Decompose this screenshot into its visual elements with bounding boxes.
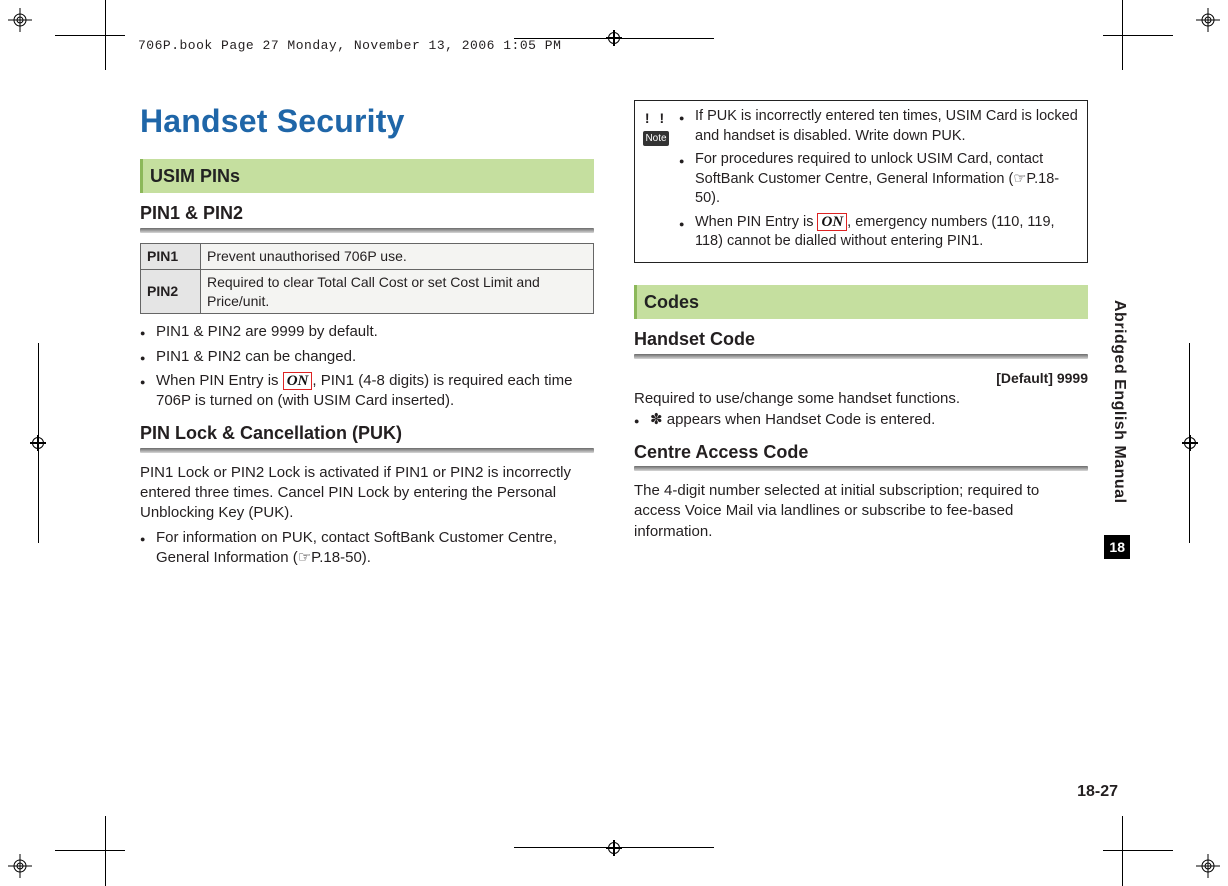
pin-val: Required to clear Total Call Cost or set… — [201, 269, 594, 314]
list-item: ✽ appears when Handset Code is entered. — [634, 410, 1088, 430]
chapter-number: 18 — [1104, 535, 1130, 559]
subheading-puk: PIN Lock & Cancellation (PUK) — [140, 421, 594, 445]
on-badge: ON — [283, 372, 313, 391]
divider — [140, 228, 594, 233]
section-heading-codes: Codes — [634, 285, 1088, 319]
right-column: ! ! Note If PUK is incorrectly entered t… — [634, 100, 1088, 806]
page-content: Handset Security USIM PINs PIN1 & PIN2 P… — [140, 100, 1088, 806]
pin-bullet-list: PIN1 & PIN2 are 9999 by default. PIN1 & … — [140, 322, 594, 411]
crop-mark-icon — [606, 840, 622, 856]
centre-body: The 4-digit number selected at initial s… — [634, 481, 1088, 542]
registration-mark-icon — [8, 854, 32, 878]
list-item: When PIN Entry is ON, PIN1 (4-8 digits) … — [140, 371, 594, 412]
table-row: PIN2 Required to clear Total Call Cost o… — [141, 269, 594, 314]
crop-line — [1189, 343, 1190, 543]
subheading-handset-code: Handset Code — [634, 327, 1088, 351]
puk-body: PIN1 Lock or PIN2 Lock is activated if P… — [140, 463, 594, 524]
note-icon: ! ! Note — [641, 109, 671, 147]
list-item: For procedures required to unlock USIM C… — [679, 150, 1079, 209]
header-metadata: 706P.book Page 27 Monday, November 13, 2… — [138, 38, 561, 53]
section-heading-usim: USIM PINs — [140, 159, 594, 193]
page-number: 18-27 — [1077, 783, 1118, 801]
pin-table: PIN1 Prevent unauthorised 706P use. PIN2… — [140, 243, 594, 315]
on-badge: ON — [817, 213, 847, 232]
note-list: If PUK is incorrectly entered ten times,… — [679, 107, 1079, 252]
handset-bullet-list: ✽ appears when Handset Code is entered. — [634, 410, 1088, 430]
divider — [634, 466, 1088, 471]
left-column: Handset Security USIM PINs PIN1 & PIN2 P… — [140, 100, 594, 806]
list-item: When PIN Entry is ON, emergency numbers … — [679, 213, 1079, 252]
registration-mark-icon — [8, 8, 32, 32]
list-item: For information on PUK, contact SoftBank… — [140, 528, 594, 569]
pin-key: PIN2 — [141, 269, 201, 314]
handset-body: Required to use/change some handset func… — [634, 389, 1088, 409]
pin-key: PIN1 — [141, 243, 201, 269]
crop-mark-icon — [1182, 435, 1198, 451]
note-box: ! ! Note If PUK is incorrectly entered t… — [634, 100, 1088, 263]
list-item: If PUK is incorrectly entered ten times,… — [679, 107, 1079, 146]
pin-val: Prevent unauthorised 706P use. — [201, 243, 594, 269]
subheading-centre-code: Centre Access Code — [634, 440, 1088, 464]
side-tab-label: Abridged English Manual — [1110, 300, 1128, 504]
crop-line — [38, 343, 39, 543]
divider — [140, 448, 594, 453]
puk-bullet-list: For information on PUK, contact SoftBank… — [140, 528, 594, 569]
list-item: PIN1 & PIN2 are 9999 by default. — [140, 322, 594, 342]
text: When PIN Entry is — [156, 372, 283, 389]
registration-mark-icon — [1196, 854, 1220, 878]
subheading-pin: PIN1 & PIN2 — [140, 201, 594, 225]
table-row: PIN1 Prevent unauthorised 706P use. — [141, 243, 594, 269]
text: When PIN Entry is — [695, 214, 817, 230]
page-title: Handset Security — [140, 100, 594, 143]
registration-mark-icon — [1196, 8, 1220, 32]
divider — [634, 354, 1088, 359]
list-item: PIN1 & PIN2 can be changed. — [140, 347, 594, 367]
note-label: Note — [643, 131, 668, 147]
crop-line — [514, 847, 714, 848]
default-value: [Default] 9999 — [634, 369, 1088, 388]
